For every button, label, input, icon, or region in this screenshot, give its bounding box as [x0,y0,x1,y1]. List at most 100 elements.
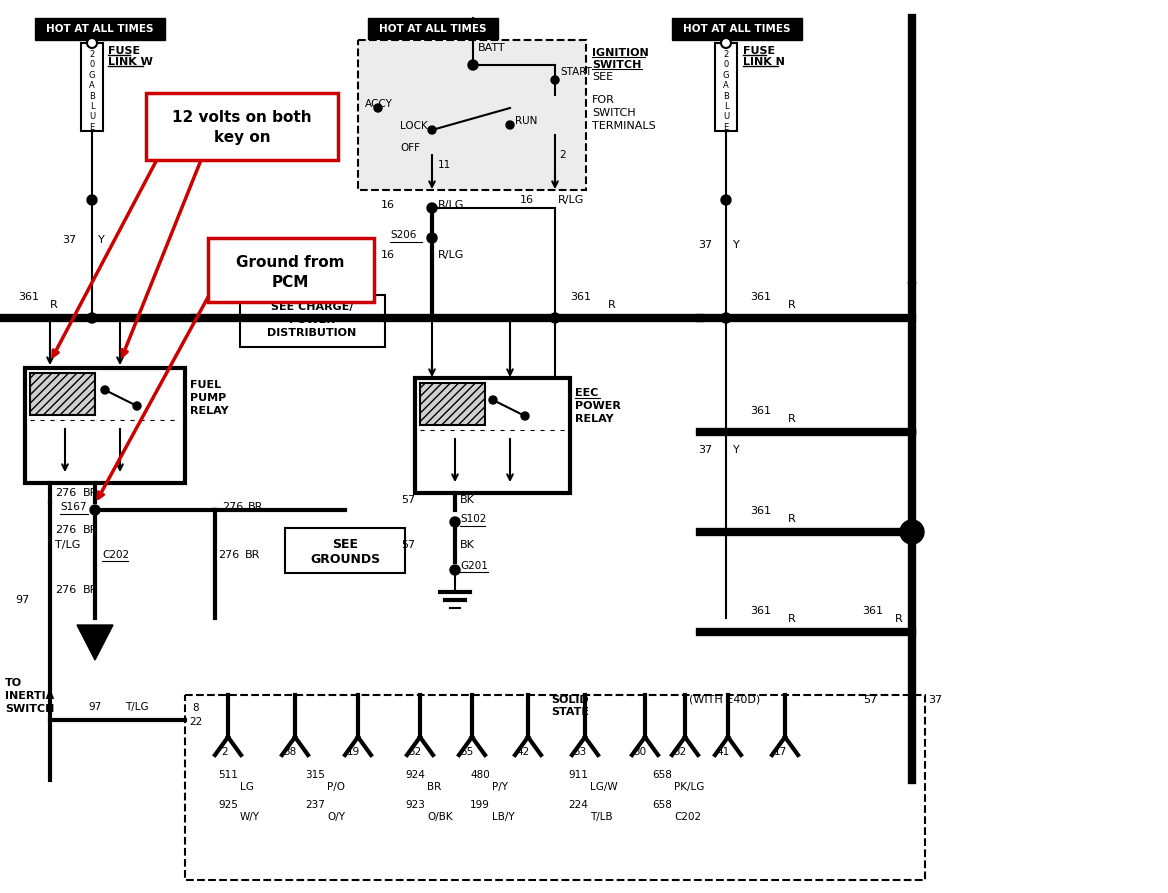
Text: 224: 224 [568,800,588,810]
Text: C202: C202 [674,812,701,822]
Bar [285,528,405,573]
Text: FOR: FOR [592,95,614,105]
Text: R: R [609,300,616,310]
Text: 57: 57 [401,540,415,550]
Text: SWITCH: SWITCH [592,60,641,70]
Circle shape [86,313,97,323]
Text: START: START [559,67,592,77]
Text: R: R [788,300,795,310]
Text: 16: 16 [520,195,534,205]
Text: O/Y: O/Y [327,812,345,822]
Text: IGNITION: IGNITION [592,48,648,58]
Text: 361: 361 [750,292,771,302]
Text: 16: 16 [381,250,395,260]
Text: GROUNDS: GROUNDS [310,553,380,566]
Text: S206: S206 [390,230,416,240]
Text: O/BK: O/BK [427,812,453,822]
Text: 276: 276 [222,502,243,512]
FancyBboxPatch shape [208,238,374,302]
Text: (WITH E40D): (WITH E40D) [689,695,760,705]
Text: 2
0
G
A
B
L
U
E: 2 0 G A B L U E [723,50,729,132]
Text: INERTIA: INERTIA [5,691,54,701]
Text: 199: 199 [470,800,489,810]
Text: 37: 37 [698,240,712,250]
Text: 276: 276 [55,488,76,498]
Text: R: R [788,514,795,524]
Circle shape [489,396,498,404]
Text: PCM: PCM [271,275,308,290]
Text: 361: 361 [750,606,771,616]
Text: RELAY: RELAY [575,414,613,424]
Circle shape [721,195,731,205]
Text: BK: BK [460,540,475,550]
Text: 276: 276 [55,585,76,595]
Text: POWER: POWER [575,401,621,411]
Bar [185,695,925,880]
Bar [81,43,103,131]
Text: Ground from: Ground from [236,255,345,270]
Circle shape [427,233,437,243]
Polygon shape [77,625,113,660]
Text: BR: BR [248,502,263,512]
Text: PUMP: PUMP [190,393,227,403]
Text: 2: 2 [559,150,565,160]
Text: 97: 97 [89,702,102,712]
Text: 30: 30 [633,747,647,757]
Text: LB/Y: LB/Y [492,812,515,822]
Text: T: T [91,636,99,648]
Circle shape [427,126,436,134]
Text: R/LG: R/LG [558,195,584,205]
Text: BATT: BATT [478,43,506,53]
Text: 97: 97 [15,595,30,605]
Text: 11: 11 [438,160,451,170]
Text: ACCY: ACCY [364,99,392,109]
Text: HOT AT ALL TIMES: HOT AT ALL TIMES [380,24,487,34]
Circle shape [86,38,97,48]
Circle shape [427,203,437,213]
Text: Y: Y [734,240,739,250]
Text: 361: 361 [750,506,771,516]
Text: LOCK: LOCK [399,121,427,131]
Text: R/LG: R/LG [438,250,465,260]
Text: R: R [50,300,57,310]
Text: 480: 480 [471,770,489,780]
Circle shape [100,386,109,394]
Circle shape [551,76,559,84]
Circle shape [374,104,382,112]
Circle shape [506,121,514,129]
Text: 42: 42 [516,747,529,757]
Circle shape [521,412,529,420]
Text: R: R [788,414,795,424]
Text: PK/LG: PK/LG [674,782,704,792]
Text: 924: 924 [405,770,425,780]
Text: 658: 658 [652,770,672,780]
Circle shape [86,195,97,205]
Text: 2
0
G
A
B
L
U
E: 2 0 G A B L U E [89,50,96,132]
Text: 53: 53 [573,747,586,757]
Text: LG/W: LG/W [590,782,618,792]
Text: 32: 32 [674,747,687,757]
Bar [415,378,570,493]
Text: OFF: OFF [399,143,420,153]
Text: Y: Y [98,235,105,245]
Circle shape [721,38,731,48]
Text: G201: G201 [460,561,488,571]
Text: 361: 361 [570,292,591,302]
Text: SWITCH: SWITCH [5,704,55,714]
Bar [35,18,165,40]
Text: P/O: P/O [327,782,345,792]
Text: POWER: POWER [288,315,335,325]
Text: 17: 17 [773,747,786,757]
Text: 37: 37 [698,445,712,455]
Text: P/Y: P/Y [492,782,508,792]
Text: key on: key on [214,130,270,145]
Circle shape [450,517,460,527]
Text: 361: 361 [18,292,39,302]
Text: 911: 911 [568,770,588,780]
Text: FUSE: FUSE [743,46,776,56]
Text: S102: S102 [460,514,486,524]
Circle shape [550,313,559,323]
Text: 57: 57 [401,495,415,505]
Text: R/LG: R/LG [438,200,465,210]
Bar [30,373,95,415]
